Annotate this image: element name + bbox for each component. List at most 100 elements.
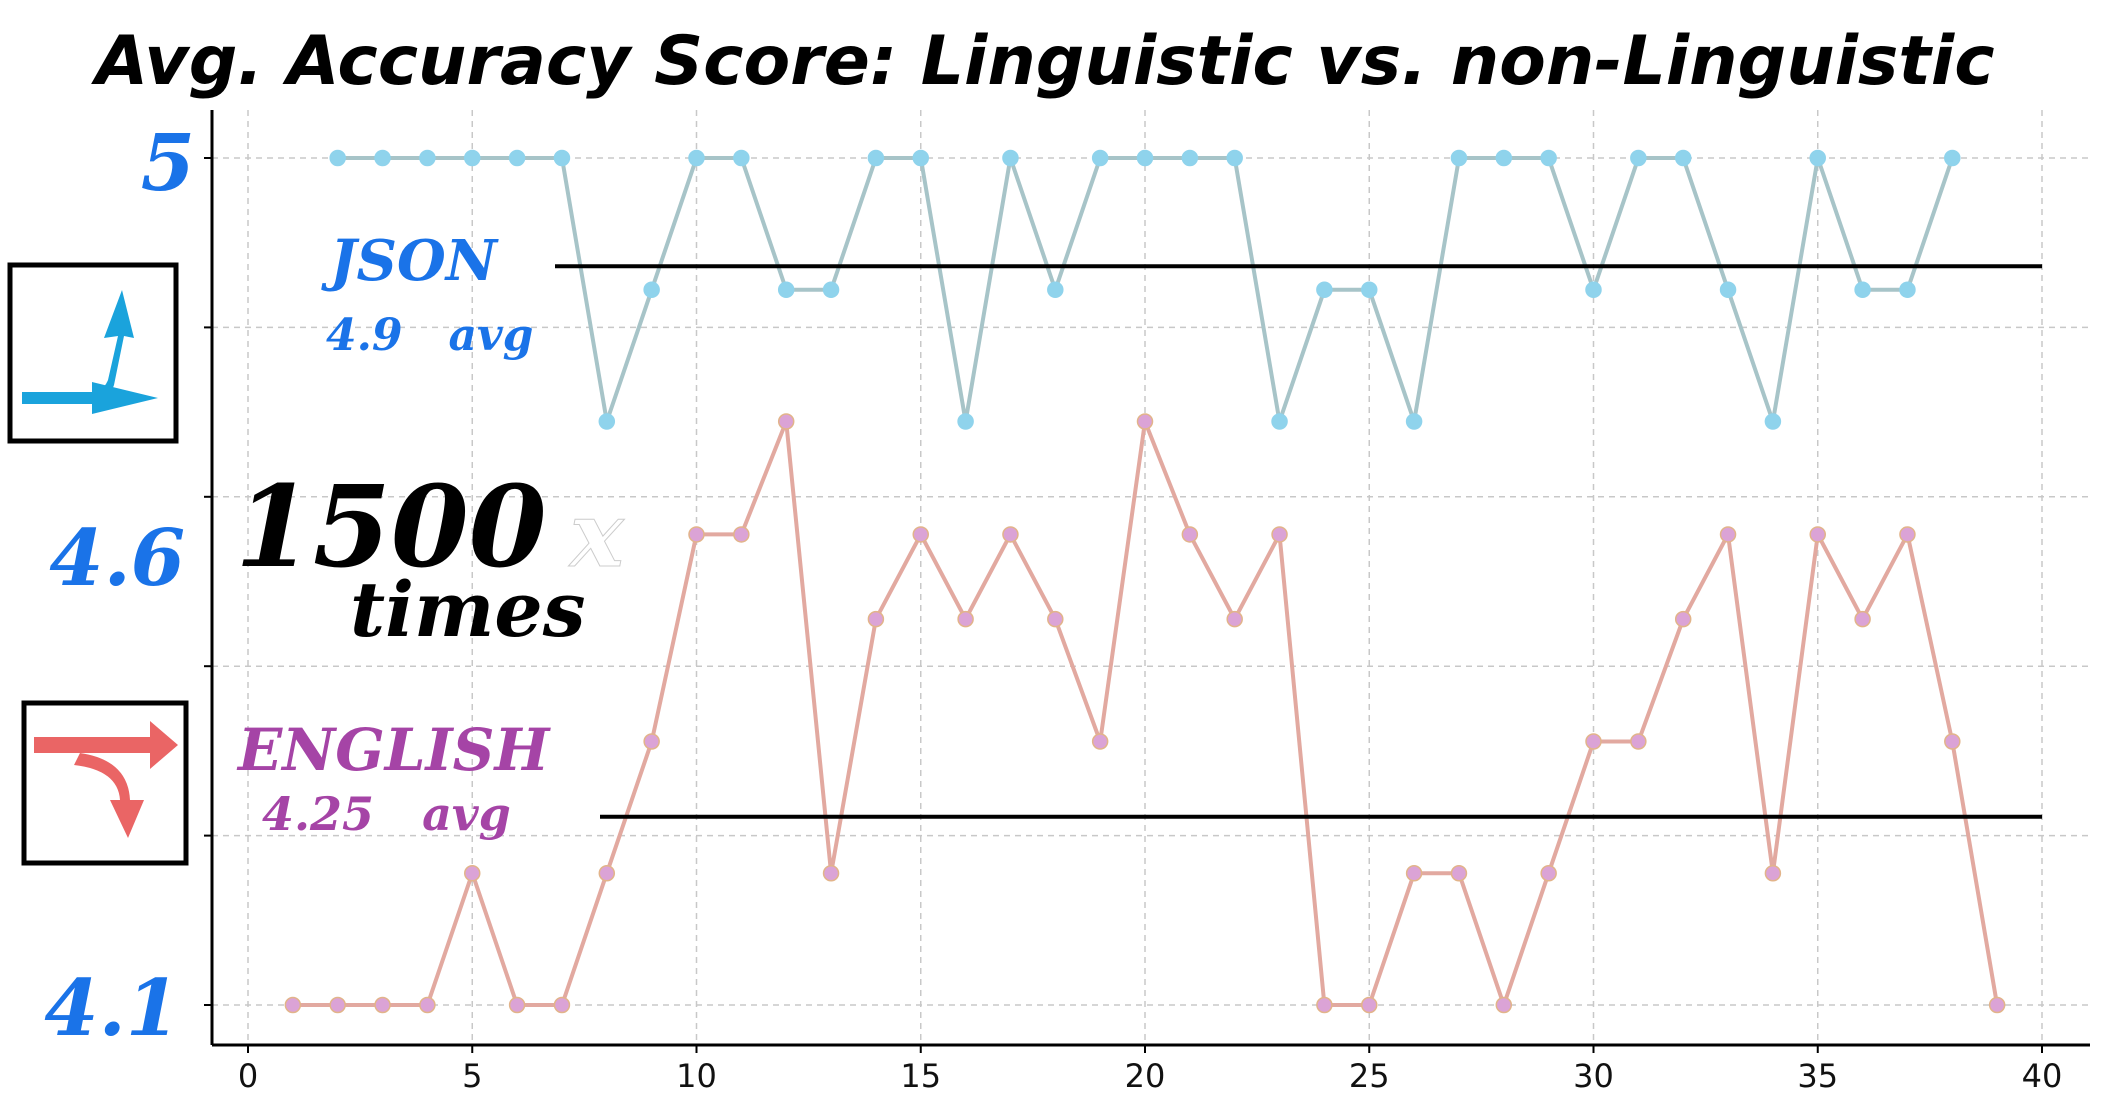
data-point-json (1944, 149, 1961, 167)
data-point-json (1540, 149, 1557, 167)
data-point-english (822, 864, 840, 882)
data-point-english (1002, 526, 1019, 543)
data-point-english (1674, 610, 1692, 628)
data-point-json (1226, 149, 1243, 167)
annotation-big: 1500 (235, 462, 547, 593)
data-point-english (464, 864, 481, 882)
data-point-english (1944, 733, 1961, 750)
data-point-json (1719, 281, 1737, 299)
data-point-json (912, 149, 929, 167)
data-point-json (1585, 281, 1602, 299)
data-point-english (1181, 526, 1199, 543)
data-point-english (867, 610, 885, 628)
data-point-english (1764, 864, 1782, 882)
data-point-json (1764, 413, 1782, 430)
data-point-json (1181, 149, 1199, 167)
data-point-english (1719, 526, 1737, 543)
data-point-english (1091, 733, 1109, 750)
data-point-english (598, 864, 616, 882)
data-point-english (508, 996, 526, 1014)
data-point-english (1136, 413, 1154, 430)
data-point-english (1405, 864, 1423, 882)
data-point-json (1316, 281, 1333, 299)
x-tick-label: 30 (1573, 1057, 1614, 1095)
json-label: JSON (321, 228, 499, 294)
data-point-json (464, 149, 481, 167)
x-tick-label: 15 (900, 1057, 941, 1095)
data-point-json (643, 281, 660, 299)
data-point-english (1361, 996, 1378, 1014)
data-point-json (1630, 149, 1647, 167)
data-points (284, 149, 2006, 1014)
json-avg-label: 4.9 avg (326, 310, 533, 361)
data-point-english (1540, 864, 1557, 882)
data-point-json (777, 281, 795, 299)
data-point-json (1405, 413, 1423, 430)
data-point-json (1361, 281, 1378, 299)
data-point-english (329, 996, 346, 1014)
data-point-english (957, 610, 974, 628)
chart-title: Avg. Accuracy Score: Linguistic vs. non-… (90, 22, 1994, 101)
data-point-english (777, 413, 795, 430)
data-point-json (508, 149, 526, 167)
data-point-english (419, 996, 436, 1014)
data-point-json (733, 149, 750, 167)
y-tick-label: 4.1 (44, 963, 180, 1054)
data-point-english (688, 526, 705, 543)
data-point-json (867, 149, 885, 167)
data-point-json (374, 149, 391, 167)
data-point-json (1047, 281, 1064, 299)
data-point-english (1630, 733, 1647, 750)
data-point-english (1226, 610, 1243, 628)
data-point-json (553, 149, 571, 167)
data-point-english (1271, 526, 1288, 543)
data-point-json (1450, 149, 1468, 167)
english-avg-label: 4.25 avg (262, 787, 511, 841)
data-point-json (822, 281, 840, 299)
data-point-english (1899, 526, 1916, 543)
annotation-small: times (350, 565, 586, 654)
average-lines (555, 264, 2042, 819)
data-point-english (1854, 610, 1871, 628)
data-point-english (1495, 996, 1513, 1014)
data-point-json (1091, 149, 1109, 167)
data-point-json (419, 149, 436, 167)
data-point-english (912, 526, 929, 543)
data-point-english (284, 996, 302, 1014)
x-tick-label: 35 (1797, 1057, 1838, 1095)
data-point-english (733, 526, 750, 543)
y-tick-label: 4.6 (49, 513, 185, 604)
data-point-english (1047, 610, 1064, 628)
data-point-english (1585, 733, 1602, 750)
x-tick-label: 5 (462, 1057, 482, 1095)
data-point-english (1988, 996, 2006, 1014)
data-point-json (598, 413, 616, 430)
data-point-english (1450, 864, 1468, 882)
data-point-english (1316, 996, 1333, 1014)
x-tick-label: 25 (1349, 1057, 1390, 1095)
data-point-json (1136, 149, 1154, 167)
data-point-json (1674, 149, 1692, 167)
data-point-english (553, 996, 571, 1014)
x-tick-label: 40 (2022, 1057, 2063, 1095)
axes (210, 110, 2090, 1047)
data-point-json (1854, 281, 1871, 299)
annotation-suffix: x (568, 482, 625, 588)
english-arrow-icon (21, 700, 189, 866)
x-tick-label: 20 (1125, 1057, 1166, 1095)
data-point-english (1809, 526, 1826, 543)
data-point-json (1002, 149, 1019, 167)
data-point-json (1495, 149, 1513, 167)
data-point-json (1271, 413, 1288, 430)
y-tick-label: 5 (141, 118, 195, 209)
data-point-json (957, 413, 974, 430)
x-tick-labels: 0 5 10 15 20 25 30 35 40 (238, 1045, 2063, 1095)
data-point-json (1809, 149, 1826, 167)
y-tick-labels: 5 4.6 4.1 (44, 118, 212, 1054)
x-tick-label: 0 (238, 1057, 258, 1095)
english-label: ENGLISH (236, 716, 552, 784)
x-tick-label: 10 (676, 1057, 717, 1095)
data-point-json (329, 149, 346, 167)
data-point-json (1899, 281, 1916, 299)
